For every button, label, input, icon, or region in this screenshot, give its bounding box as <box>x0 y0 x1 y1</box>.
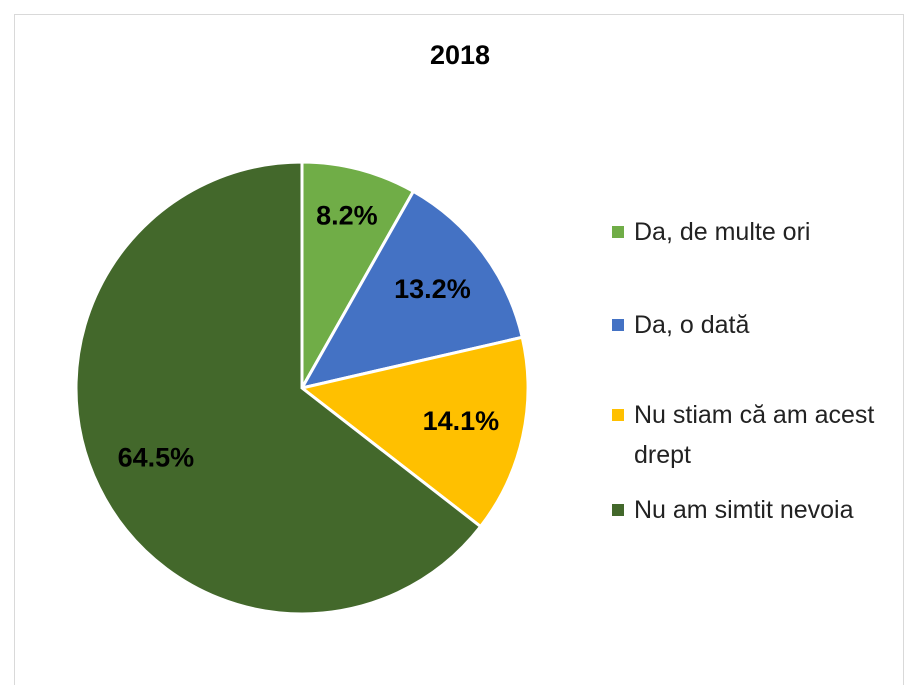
chart-border <box>14 14 904 685</box>
data-label: 14.1% <box>423 406 500 436</box>
legend-label: Da, o dată <box>634 311 750 339</box>
legend-entry: Nu stiam că am acest drept <box>612 395 892 475</box>
legend-swatch <box>612 226 624 238</box>
legend-label: Nu am simtit nevoia <box>634 496 854 524</box>
legend-swatch <box>612 409 624 421</box>
pie-slice <box>74 160 483 616</box>
legend-entry: Nu am simtit nevoia <box>612 490 892 530</box>
pie-slice <box>298 335 530 529</box>
legend-entry: Da, de multe ori <box>612 212 892 252</box>
legend-entry: Da, o dată <box>612 305 892 345</box>
data-label: 64.5% <box>118 443 195 473</box>
legend-label: Nu stiam că am acest drept <box>634 401 875 469</box>
data-label: 13.2% <box>394 274 471 304</box>
legend-swatch <box>612 504 624 516</box>
legend-swatch <box>612 319 624 331</box>
pie-slice <box>300 160 416 394</box>
chart-title: 2018 <box>430 40 490 70</box>
legend-label: Da, de multe ori <box>634 218 811 246</box>
data-label: 8.2% <box>316 201 378 231</box>
pie-slice <box>299 189 525 391</box>
